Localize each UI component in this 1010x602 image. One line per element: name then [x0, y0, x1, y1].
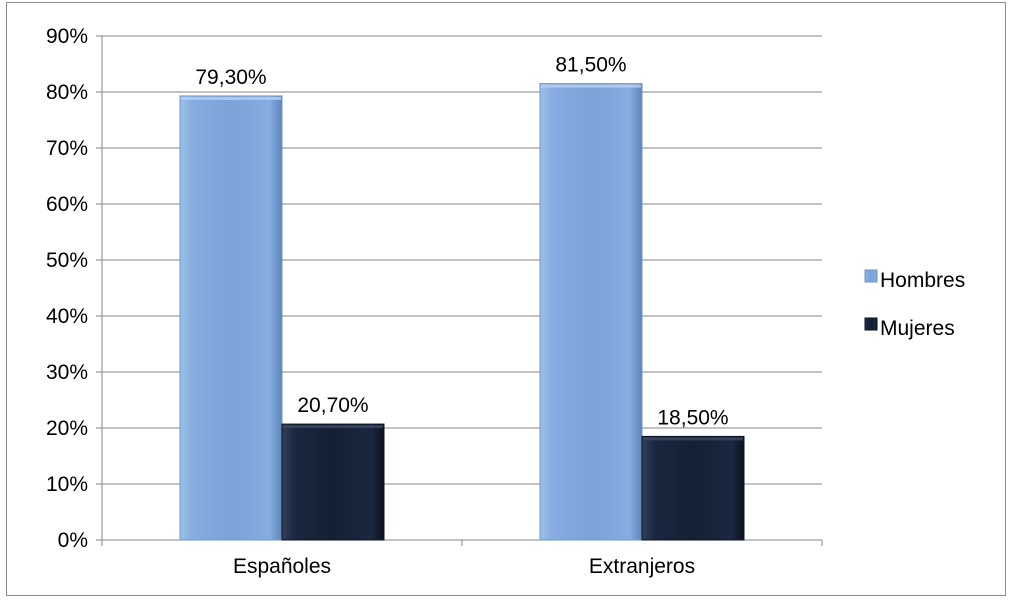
y-tick-label-1: 10%	[46, 473, 88, 496]
y-tick-label-9: 90%	[46, 25, 88, 48]
bar-top-highlight-1-1	[643, 437, 743, 441]
y-tick-label-0: 0%	[58, 529, 88, 552]
data-label-hombres-1: 81,50%	[555, 54, 626, 77]
legend: Hombres Mujeres	[864, 269, 965, 340]
bar-hombres-0	[179, 95, 283, 541]
y-tick-label-4: 40%	[46, 305, 88, 328]
bar-mujeres-1	[641, 435, 745, 541]
y-tick-label-7: 70%	[46, 137, 88, 160]
bars	[179, 83, 745, 541]
bar-mujeres-0	[281, 423, 385, 541]
legend-swatch-hombres	[864, 269, 878, 283]
x-tick-label-0: Españoles	[233, 555, 331, 578]
bar-top-highlight-0-1	[541, 84, 641, 88]
y-tick-label-2: 20%	[46, 417, 88, 440]
y-tick-label-3: 30%	[46, 361, 88, 384]
chart-frame: 0% 10% 20% 30% 40% 50% 60% 70% 80% 90% Españoles Ex…	[6, 2, 1006, 596]
legend-label-mujeres: Mujeres	[880, 317, 955, 340]
y-tick-label-8: 80%	[46, 81, 88, 104]
bar-chart: 0% 10% 20% 30% 40% 50% 60% 70% 80% 90% Españoles Ex…	[46, 25, 965, 578]
bar-top-highlight-0-0	[181, 96, 281, 100]
legend-label-hombres: Hombres	[880, 269, 965, 292]
data-labels: 79,30% 20,70% 81,50% 18,50%	[195, 54, 728, 430]
y-tick-label-5: 50%	[46, 249, 88, 272]
axes: 0% 10% 20% 30% 40% 50% 60% 70% 80% 90% Españoles Ex…	[46, 25, 823, 578]
data-label-mujeres-1: 18,50%	[657, 406, 728, 429]
x-tick-label-1: Extranjeros	[589, 555, 695, 578]
bar-top-highlight-1-0	[283, 425, 383, 429]
legend-swatch-mujeres	[864, 317, 878, 331]
y-tick-label-6: 60%	[46, 193, 88, 216]
data-label-mujeres-0: 20,70%	[297, 394, 368, 417]
bar-hombres-1	[539, 83, 643, 541]
data-label-hombres-0: 79,30%	[195, 66, 266, 89]
